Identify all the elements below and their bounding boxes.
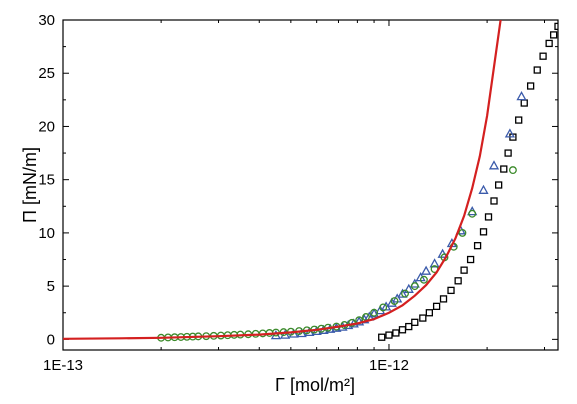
triangle-point: [516, 91, 527, 101]
x-tick-label: 1E-12: [369, 357, 409, 374]
triangle-point: [279, 329, 291, 339]
square-point: [490, 197, 498, 205]
square-point: [495, 181, 503, 189]
square-point: [419, 314, 427, 322]
axis-tick-labels: 0 5 10 15 20 25 30 1E-13 1E-12: [38, 12, 409, 374]
square-point: [473, 242, 482, 250]
x-tick-label: 1E-13: [43, 357, 83, 374]
circle-point: [370, 308, 379, 317]
plot-frame: [62, 19, 559, 351]
circle-point: [458, 228, 467, 237]
square-point: [539, 52, 547, 60]
square-point: [545, 39, 553, 48]
y-axis-title: Π [mN/m]: [20, 147, 40, 223]
circle-point: [410, 282, 419, 291]
circle-point: [508, 166, 517, 175]
square-point: [460, 266, 468, 274]
axis-ticks: [62, 19, 558, 350]
square-point: [515, 116, 523, 124]
square-point: [447, 286, 455, 295]
y-tick-label: 10: [38, 225, 55, 242]
square-point: [398, 326, 407, 334]
triangle-point: [420, 265, 432, 275]
square-point: [554, 22, 558, 31]
circle-point: [401, 289, 409, 298]
triangle-point: [386, 297, 397, 307]
y-tick-label: 25: [38, 65, 55, 82]
fit-line: [63, 20, 502, 340]
triangle-point: [504, 128, 516, 138]
triangle-point: [397, 288, 408, 298]
square-point: [385, 331, 393, 339]
triangle-point: [478, 184, 489, 194]
square-point: [500, 165, 508, 173]
square-point: [378, 333, 386, 341]
square-point: [549, 31, 558, 39]
square-point: [425, 309, 433, 317]
y-tick-label: 15: [38, 172, 55, 189]
triangle-point: [296, 327, 307, 338]
square-point: [504, 149, 512, 157]
y-tick-label: 30: [38, 12, 55, 29]
circle-point: [419, 275, 428, 284]
square-point: [526, 82, 535, 90]
square-point: [392, 329, 400, 337]
circle-point: [379, 303, 388, 312]
square-point: [533, 66, 541, 74]
circle-point: [468, 209, 477, 218]
x-axis-title: Γ [mol/m²]: [275, 375, 355, 395]
square-point: [520, 99, 528, 107]
data-marks: [63, 20, 558, 342]
circle-point: [390, 297, 399, 305]
square-point: [432, 302, 441, 311]
square-point: [454, 277, 462, 285]
square-point: [439, 295, 448, 303]
triangle-point: [403, 283, 414, 293]
square-point: [405, 322, 413, 331]
square-point: [484, 213, 493, 221]
square-point: [466, 255, 475, 264]
y-tick-label: 0: [47, 331, 55, 348]
square-point: [411, 318, 419, 326]
triangle-point: [488, 160, 500, 170]
y-tick-label: 5: [47, 278, 55, 295]
triangle-point: [429, 258, 440, 268]
y-tick-label: 20: [38, 118, 55, 135]
square-point: [479, 228, 488, 236]
